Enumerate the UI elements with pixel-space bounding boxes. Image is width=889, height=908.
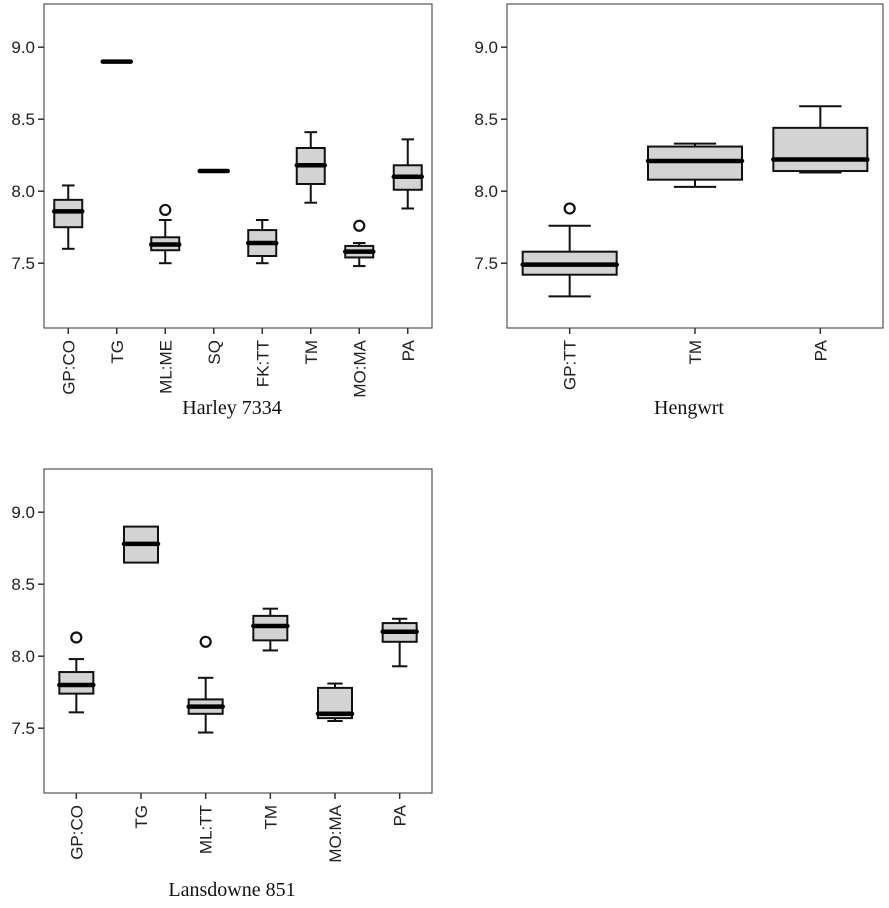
- x-tick-label: PA: [391, 804, 410, 826]
- box-ml-me: ML:ME: [149, 203, 182, 394]
- y-tick-label: 7.5: [11, 719, 35, 738]
- x-tick-label: SQ: [205, 340, 224, 365]
- y-tick-label: 7.5: [11, 254, 35, 273]
- box-tg: TG: [121, 525, 161, 829]
- chart-panel-1: 7.5 8.0 8.5 9.0 GP:CO TG ML:ME SQ FK:TT TM MO:MA PA…: [11, 3, 433, 419]
- y-tick-label: 8.5: [11, 110, 35, 129]
- plot-frame: [43, 3, 433, 329]
- x-tick-label: GP:CO: [67, 805, 86, 860]
- outlier-point: [159, 203, 172, 217]
- x-tick-label: MO:MA: [326, 804, 345, 862]
- box-tm: TM: [294, 131, 327, 365]
- x-tick-label: ML:TT: [197, 805, 216, 854]
- y-tick-label: 7.5: [474, 254, 498, 273]
- y-tick-label: 9.0: [474, 38, 498, 57]
- box-gp-co: GP:CO: [57, 631, 96, 860]
- box-sq: SQ: [197, 168, 230, 365]
- x-tick-label: GP:TT: [561, 340, 580, 390]
- panel-caption: Lansdowne 851: [168, 879, 295, 901]
- x-tick-label: FK:TT: [253, 340, 272, 387]
- box-ml-tt: ML:TT: [186, 635, 225, 854]
- box-gp-co: GP:CO: [52, 184, 85, 395]
- plot-frame: [43, 468, 433, 794]
- y-tick-label: 8.5: [11, 575, 35, 594]
- y-tick-label: 8.0: [474, 182, 498, 201]
- box-tm: TM: [251, 607, 290, 830]
- x-tick-label: TM: [261, 805, 280, 830]
- x-tick-label: TM: [686, 340, 705, 365]
- panels-group: 7.5 8.0 8.5 9.0 GP:CO TG ML:ME SQ FK:TT TM MO:MA PA…: [11, 3, 884, 901]
- panel-caption: Harley 7334: [182, 397, 281, 419]
- chart-panel-3: 7.5 8.0 8.5 9.0 GP:CO TG ML:TT TM MO:MA PA Lansdow…: [11, 468, 433, 901]
- x-tick-label: ML:ME: [156, 340, 175, 394]
- chart-panel-2: 7.5 8.0 8.5 9.0 GP:TT TM PA Hengwrt: [474, 3, 884, 419]
- iqr-box: [772, 126, 869, 173]
- outlier-point: [70, 631, 83, 644]
- y-tick-label: 8.5: [474, 110, 498, 129]
- y-tick-label: 9.0: [11, 38, 35, 57]
- panel-caption: Hengwrt: [654, 397, 724, 419]
- x-tick-label: PA: [811, 339, 830, 361]
- x-tick-label: TG: [132, 805, 151, 829]
- x-tick-label: GP:CO: [59, 340, 78, 395]
- box-pa: PA: [380, 617, 419, 826]
- outlier-point: [563, 202, 576, 215]
- box-tm: TM: [645, 142, 745, 365]
- box-gp-tt: GP:TT: [520, 202, 619, 390]
- y-tick-label: 8.0: [11, 182, 35, 201]
- box-pa: PA: [771, 105, 870, 361]
- x-tick-label: TM: [302, 340, 321, 365]
- box-pa: PA: [391, 138, 424, 361]
- box-mo-ma: MO:MA: [343, 219, 376, 398]
- box-tg: TG: [100, 59, 133, 364]
- y-tick-label: 8.0: [11, 647, 35, 666]
- x-tick-label: PA: [399, 339, 418, 361]
- box-fk-tt: FK:TT: [246, 219, 279, 387]
- outlier-point: [353, 219, 366, 232]
- x-tick-label: TG: [108, 340, 127, 364]
- box-mo-ma: MO:MA: [315, 682, 355, 863]
- y-tick-label: 9.0: [11, 503, 35, 522]
- x-tick-label: MO:MA: [350, 339, 369, 397]
- outlier-point: [199, 635, 212, 648]
